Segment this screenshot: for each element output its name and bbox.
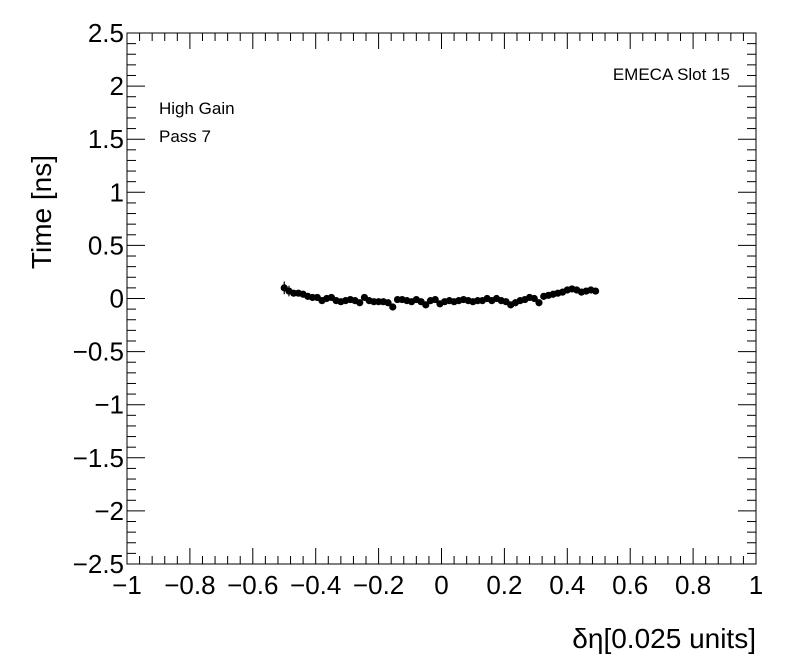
y-tick-label: −0.5 (73, 337, 124, 367)
data-point (530, 294, 538, 303)
annotation-pass: Pass 7 (159, 127, 211, 146)
x-tick-label: −0.8 (164, 570, 215, 600)
y-tick-label: −1 (94, 390, 124, 420)
x-tick-label: −0.2 (353, 570, 404, 600)
y-tick-label: 1.5 (88, 124, 124, 154)
x-tick-label: −0.4 (290, 570, 341, 600)
y-tick-label: −1.5 (73, 443, 124, 473)
x-tick-label: 0.2 (486, 570, 522, 600)
x-tick-label: 0.6 (612, 570, 648, 600)
x-tick-label: 0.4 (549, 570, 585, 600)
y-tick-label: 1 (110, 177, 124, 207)
data-point (389, 303, 397, 311)
y-tick-label: 0 (110, 284, 124, 314)
x-tick-label: 0 (434, 570, 448, 600)
data-point (592, 287, 600, 295)
annotation-slot: EMECA Slot 15 (613, 65, 730, 84)
data-point (422, 301, 430, 309)
data-point (535, 299, 543, 307)
y-tick-labels: −2.5 −2 −1.5 −1 −0.5 0 0.5 1 1.5 2 2.5 (73, 18, 124, 579)
x-tick-label: 1 (749, 570, 763, 600)
y-axis-title: Time [ns] (26, 155, 57, 269)
data-point (431, 295, 439, 304)
axis-ticks (126, 32, 757, 565)
y-tick-label: 0.5 (88, 230, 124, 260)
x-tick-label: 0.8 (675, 570, 711, 600)
y-tick-label: 2 (110, 71, 124, 101)
x-axis-title: δη[0.025 units] (572, 623, 756, 654)
y-tick-label: 2.5 (88, 18, 124, 48)
data-point (384, 299, 392, 307)
x-tick-label: −1 (112, 570, 142, 600)
y-tick-label: −2 (94, 496, 124, 526)
annotation-gain: High Gain (159, 99, 235, 118)
data-point (356, 299, 364, 307)
y-tick-label: −2.5 (73, 549, 124, 579)
data-points (280, 281, 600, 311)
x-tick-labels: −1 −0.8 −0.6 −0.4 −0.2 0 0.2 0.4 0.6 0.8 1 (112, 570, 763, 600)
x-tick-label: −0.6 (227, 570, 278, 600)
